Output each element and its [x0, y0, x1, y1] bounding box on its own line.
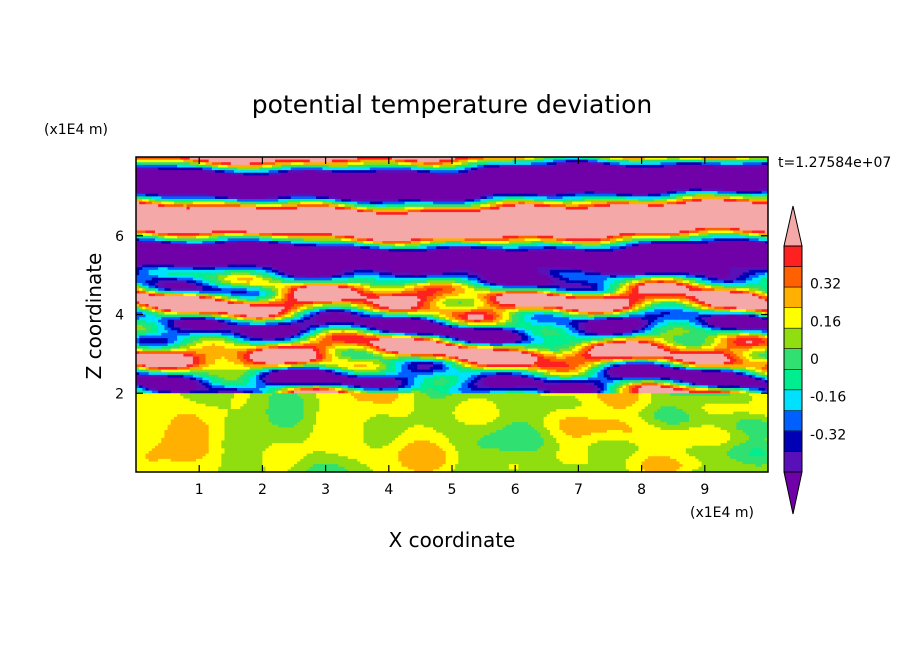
x-tick-label: 6 [511, 482, 520, 498]
x-tick-label: 9 [700, 482, 709, 498]
colorbar-frame [783, 245, 803, 473]
colorbar-tick-label: 0.16 [810, 314, 841, 330]
x-tick-label: 5 [448, 482, 457, 498]
colorbar-min-arrow [783, 471, 803, 515]
x-tick-label: 4 [384, 482, 393, 498]
x-unit-label: (x1E4 m) [690, 505, 754, 521]
x-tick-label: 2 [258, 482, 267, 498]
colorbar-box [784, 266, 802, 288]
colorbar-box [784, 430, 802, 452]
x-tick-label: 7 [574, 482, 583, 498]
colorbar-box [784, 307, 802, 329]
x-axis-label: X coordinate [389, 528, 516, 552]
colorbar-tick-label: 0 [810, 352, 819, 368]
colorbar-box [784, 389, 802, 411]
chart-title: potential temperature deviation [252, 90, 652, 119]
colorbar-max-arrow [783, 205, 803, 247]
colorbar-box [784, 348, 802, 370]
colorbar-box [784, 287, 802, 309]
y-unit-label: (x1E4 m) [44, 122, 108, 138]
x-tick-label: 1 [195, 482, 204, 498]
time-label: t=1.27584e+07 [778, 155, 891, 171]
x-tick-label: 3 [321, 482, 330, 498]
y-axis-ticks: 2 4 6 [115, 229, 768, 402]
y-tick-label: 6 [115, 229, 124, 245]
colorbar-tick-label: -0.16 [810, 390, 846, 406]
x-tick-label: 8 [637, 482, 646, 498]
colorbar-box [784, 246, 802, 267]
colorbar-box [784, 369, 802, 391]
x-axis-ticks: 1 2 3 4 5 6 7 8 9 [195, 157, 709, 498]
y-tick-label: 4 [115, 308, 124, 324]
colorbar-box [784, 328, 802, 350]
colorbar: 0.32 0.16 0 -0.16 -0.32 [783, 205, 846, 515]
plot-area [136, 157, 768, 472]
colorbar-box [784, 451, 802, 473]
colorbar-box [784, 410, 802, 432]
colorbar-tick-label: -0.32 [810, 427, 846, 443]
y-tick-label: 2 [115, 386, 124, 402]
y-axis-label: Z coordinate [82, 253, 106, 380]
colorbar-tick-label: 0.32 [810, 277, 841, 293]
